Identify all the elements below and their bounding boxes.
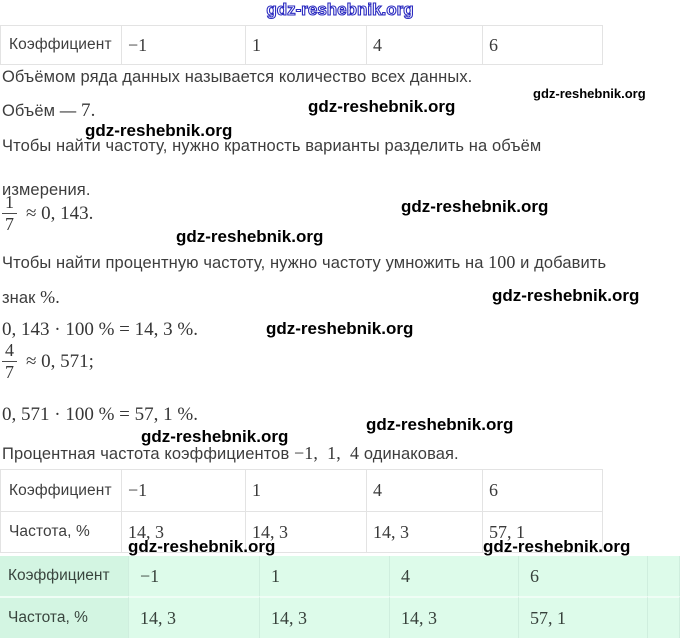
volume-label: Объём — — [2, 102, 82, 120]
paragraph-percent-rule-2: знак %. — [2, 287, 60, 308]
table-cell: −1 — [129, 556, 260, 596]
row-header-frequency: Частота, % — [1, 511, 122, 553]
table-cell: −1 — [122, 25, 246, 65]
conclusion-text: Процентная частота коэффициентов — [2, 445, 294, 463]
site-watermark: gdz-reshebnik.org — [492, 286, 640, 305]
table-cell: 1 — [260, 556, 390, 596]
conclusion-text: одинаковая. — [359, 445, 459, 463]
table-cell-cutoff — [648, 556, 680, 596]
table-row: Частота, % 14, 3 14, 3 14, 3 57, 1 — [1, 511, 603, 553]
fraction-numerator: 1 — [5, 192, 14, 212]
site-watermark: gdz-reshebnik.org — [266, 319, 414, 338]
percent-rule-text: и добавить — [515, 254, 607, 272]
site-watermark: gdz-reshebnik.org — [533, 86, 646, 101]
math-calculation-2: 0, 571 · 100 % = 57, 1 %. — [2, 404, 198, 425]
paragraph-frequency-rule-1: Чтобы найти частоту, нужно кратность вар… — [2, 137, 542, 155]
table-cell: −1 — [122, 469, 246, 511]
table-cell: 4 — [390, 556, 519, 596]
table-cell: 6 — [483, 25, 603, 65]
conclusion-numbers: −1, 1, 4 — [294, 443, 360, 463]
table-cell-cutoff — [648, 596, 680, 638]
table-cell: 4 — [367, 469, 483, 511]
site-watermark: gdz-reshebnik.org — [401, 197, 549, 216]
table-cell: 1 — [246, 25, 367, 65]
table-row: Частота, % 14, 3 14, 3 14, 3 57, 1 — [0, 596, 680, 638]
table-cell: 6 — [483, 469, 603, 511]
row-header-frequency: Частота, % — [0, 596, 129, 638]
row-header-coefficient: Коэффициент — [1, 469, 122, 511]
paragraph-volume-value: Объём — 7. — [2, 100, 96, 122]
table-cell: 14, 3 — [260, 596, 390, 638]
site-watermark: gdz-reshebnik.org — [128, 537, 276, 556]
table-row: Коэффициент −1 1 4 6 — [0, 556, 680, 596]
fraction-denominator: 7 — [2, 361, 17, 383]
table-cell: 14, 3 — [246, 511, 367, 553]
math-calculation-1: 0, 143 · 100 % = 14, 3 %. — [2, 319, 198, 340]
fraction-numerator: 4 — [5, 340, 14, 360]
fraction-denominator: 7 — [2, 213, 17, 235]
paragraph-volume-definition: Объёмом ряда данных называется количеств… — [2, 68, 473, 86]
row-header-coefficient: Коэффициент — [1, 25, 122, 65]
table-cell: 57, 1 — [519, 596, 648, 638]
coefficient-table-top: Коэффициент −1 1 4 6 — [0, 25, 603, 65]
percent-rule-number: 100 — [488, 252, 516, 272]
table-cell: 4 — [367, 25, 483, 65]
fraction-result: ≈ 0, 571; — [26, 350, 94, 372]
percent-sign: %. — [40, 287, 60, 307]
paragraph-frequency-rule-2: измерения. — [2, 181, 91, 199]
table-cell: 1 — [246, 469, 367, 511]
table-cell: 14, 3 — [390, 596, 519, 638]
site-watermark-blue: gdz-reshebnik.org — [266, 0, 414, 20]
frequency-table-final: Коэффициент −1 1 4 6 Частота, % 14, 3 14… — [0, 556, 680, 638]
volume-number: 7. — [81, 100, 96, 121]
site-watermark: gdz-reshebnik.org — [85, 121, 233, 140]
table-row: Коэффициент −1 1 4 6 — [1, 25, 603, 65]
table-cell: 6 — [519, 556, 648, 596]
site-watermark: gdz-reshebnik.org — [141, 427, 289, 446]
percent-rule-text: знак — [2, 289, 41, 307]
table-cell: 57, 1 — [483, 511, 603, 553]
table-cell: 14, 3 — [129, 596, 260, 638]
site-watermark: gdz-reshebnik.org — [308, 97, 456, 116]
table-cell: 14, 3 — [122, 511, 246, 553]
site-watermark: gdz-reshebnik.org — [176, 227, 324, 246]
site-watermark: gdz-reshebnik.org — [483, 537, 631, 556]
row-header-coefficient: Коэффициент — [0, 556, 129, 596]
percent-rule-text: Чтобы найти процентную частоту, нужно ча… — [2, 254, 489, 272]
site-watermark: gdz-reshebnik.org — [366, 415, 514, 434]
paragraph-conclusion: Процентная частота коэффициентов −1, 1, … — [2, 443, 459, 464]
frequency-table-result: Коэффициент −1 1 4 6 Частота, % 14, 3 14… — [0, 469, 603, 553]
fraction-result: ≈ 0, 143. — [26, 202, 94, 224]
table-row: Коэффициент −1 1 4 6 — [1, 469, 603, 511]
table-cell: 14, 3 — [367, 511, 483, 553]
paragraph-percent-rule-1: Чтобы найти процентную частоту, нужно ча… — [2, 252, 606, 273]
